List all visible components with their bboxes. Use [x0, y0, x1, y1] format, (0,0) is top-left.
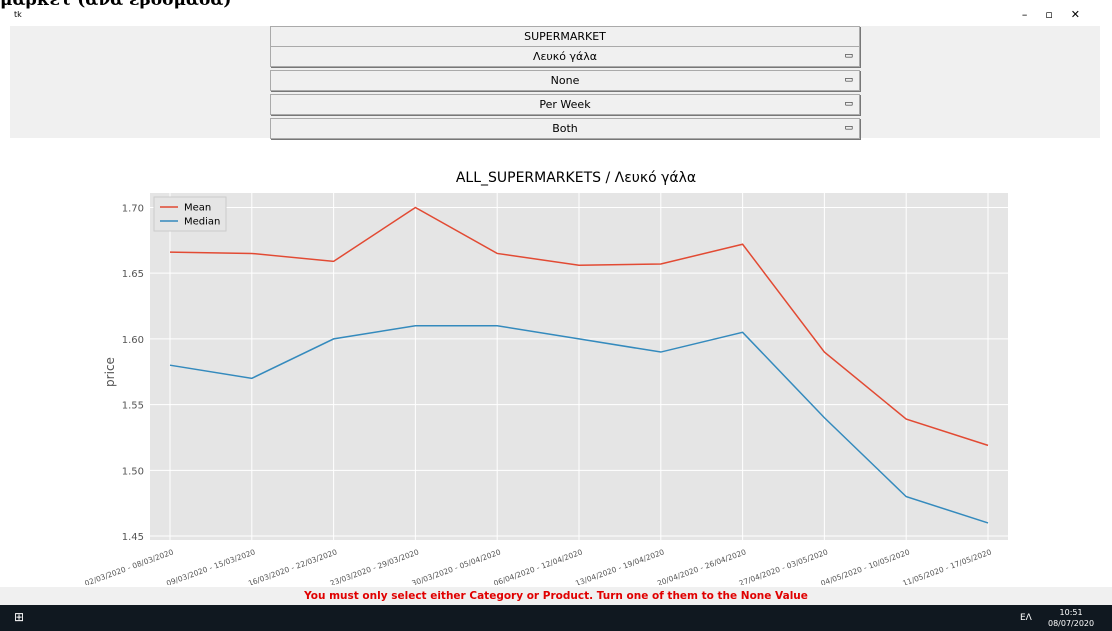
x-tick-label: 11/05/2020 - 17/05/2020	[901, 547, 993, 585]
x-tick-label: 09/03/2020 - 15/03/2020	[165, 547, 257, 585]
chart: ALL_SUPERMARKETS / Λευκό γάλα price 1.45…	[0, 0, 1112, 585]
clock[interactable]: 10:51 08/07/2020	[1048, 607, 1094, 629]
chart-title: ALL_SUPERMARKETS / Λευκό γάλα	[456, 170, 696, 186]
x-tick-label: 13/04/2020 - 19/04/2020	[574, 547, 666, 585]
x-tick-label: 02/03/2020 - 08/03/2020	[83, 547, 175, 585]
x-tick-label: 20/04/2020 - 26/04/2020	[656, 547, 748, 585]
x-tick-label: 06/04/2020 - 12/04/2020	[492, 547, 584, 585]
time: 10:51	[1060, 608, 1083, 617]
legend-label: Median	[184, 217, 220, 228]
x-tick-label: 16/03/2020 - 22/03/2020	[247, 547, 339, 585]
date: 08/07/2020	[1048, 619, 1094, 628]
language[interactable]: ΕΛ	[1020, 613, 1032, 623]
taskbar: ⊞ ΕΛ 10:51 08/07/2020	[0, 605, 1112, 631]
y-tick-label: 1.50	[122, 466, 144, 477]
start-button[interactable]: ⊞	[14, 610, 24, 624]
y-axis-label: price	[103, 357, 117, 387]
error-message: You must only select either Category or …	[0, 587, 1112, 605]
y-tick-label: 1.70	[122, 203, 144, 214]
y-tick-label: 1.60	[122, 335, 144, 346]
y-tick-label: 1.65	[122, 269, 144, 280]
x-tick-label: 23/03/2020 - 29/03/2020	[329, 547, 421, 585]
page: μαρκετ (ανά εβδομάδα) tk –▫✕ SUPERMARKET…	[0, 0, 1112, 631]
x-tick-label: 04/05/2020 - 10/05/2020	[820, 547, 912, 585]
y-tick-label: 1.45	[122, 532, 144, 543]
legend-label: Mean	[184, 203, 211, 214]
x-tick-label: 30/03/2020 - 05/04/2020	[411, 547, 503, 585]
y-tick-label: 1.55	[122, 401, 144, 412]
x-tick-label: 27/04/2020 - 03/05/2020	[738, 547, 830, 585]
